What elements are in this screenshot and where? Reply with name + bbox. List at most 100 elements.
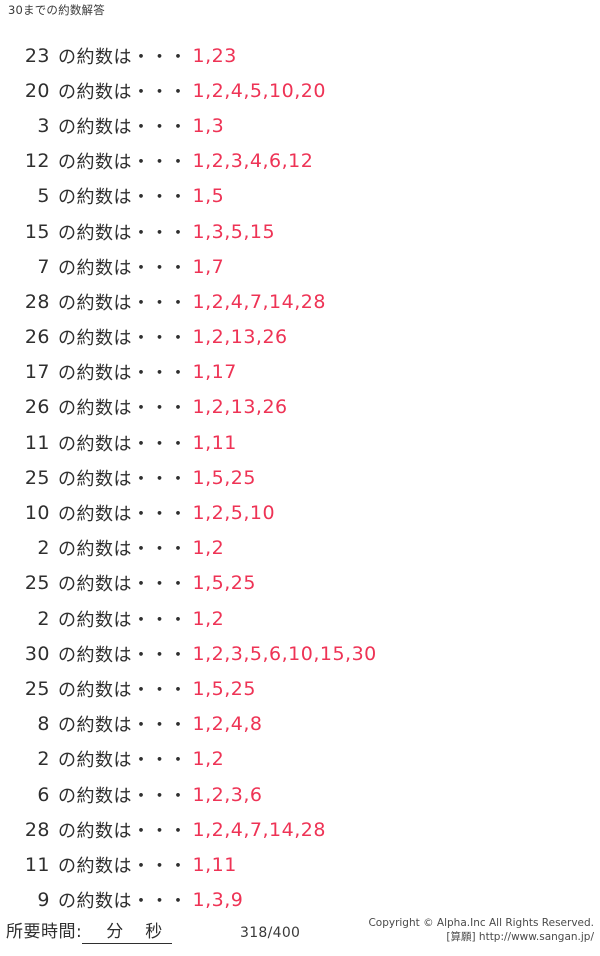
problem-prompt-label: の約数は・・・ <box>58 820 188 842</box>
problem-answer: 1,17 <box>192 361 237 384</box>
problem-row: 2 の約数は・・・ 1,2 <box>0 531 600 566</box>
problem-row: 8 の約数は・・・ 1,2,4,8 <box>0 707 600 742</box>
problem-row: 2 の約数は・・・ 1,2 <box>0 601 600 636</box>
problem-row: 23 の約数は・・・ 1,23 <box>0 38 600 73</box>
problem-number: 23 <box>24 44 50 67</box>
problem-prompt-label: の約数は・・・ <box>58 81 188 103</box>
problem-number: 5 <box>37 185 50 208</box>
problem-answer: 1,2,3,5,6,10,15,30 <box>192 642 377 665</box>
problem-row: 26 の約数は・・・ 1,2,13,26 <box>0 390 600 425</box>
problem-prompt-label: の約数は・・・ <box>58 891 188 913</box>
copyright-notice: Copyright © Alpha.Inc All Rights Reserve… <box>368 916 594 944</box>
problem-answer: 1,11 <box>192 431 237 454</box>
problem-prompt-label: の約数は・・・ <box>58 785 188 807</box>
problem-prompt-label: の約数は・・・ <box>58 644 188 666</box>
copyright-line: Copyright © Alpha.Inc All Rights Reserve… <box>368 917 594 929</box>
problem-answer: 1,5,25 <box>192 466 256 489</box>
problem-row: 15 の約数は・・・ 1,3,5,15 <box>0 214 600 249</box>
problem-prompt-label: の約数は・・・ <box>58 222 188 244</box>
problem-number: 9 <box>37 889 50 912</box>
problem-number: 25 <box>24 572 50 595</box>
problem-row: 11 の約数は・・・ 1,11 <box>0 425 600 460</box>
seconds-unit-label: 秒 <box>145 922 163 942</box>
problem-row: 26 の約数は・・・ 1,2,13,26 <box>0 320 600 355</box>
problem-list: 23 の約数は・・・ 1,23 20 の約数は・・・ 1,2,4,5,10,20 3 の約数は… <box>0 38 600 918</box>
problem-answer: 1,7 <box>192 255 225 278</box>
problem-row: 9 の約数は・・・ 1,3,9 <box>0 883 600 918</box>
problem-number: 26 <box>24 396 50 419</box>
problem-number: 8 <box>37 713 50 736</box>
problem-row: 11 の約数は・・・ 1,11 <box>0 847 600 882</box>
problem-number: 26 <box>24 326 50 349</box>
problem-answer: 1,2 <box>192 748 225 771</box>
problem-number: 2 <box>37 537 50 560</box>
problem-answer: 1,2,13,26 <box>192 326 288 349</box>
problem-prompt-label: の約数は・・・ <box>58 855 188 877</box>
problem-answer: 1,11 <box>192 853 237 876</box>
problem-prompt-label: の約数は・・・ <box>58 116 188 138</box>
problem-number: 25 <box>24 677 50 700</box>
problem-number: 6 <box>37 783 50 806</box>
problem-prompt-label: の約数は・・・ <box>58 328 188 350</box>
page-title: 30までの約数解答 <box>8 3 105 17</box>
problem-answer: 1,2,5,10 <box>192 502 276 525</box>
problem-row: 7 の約数は・・・ 1,7 <box>0 249 600 284</box>
problem-number: 28 <box>24 290 50 313</box>
problem-row: 17 の約数は・・・ 1,17 <box>0 355 600 390</box>
problem-number: 28 <box>24 818 50 841</box>
problem-row: 10 の約数は・・・ 1,2,5,10 <box>0 495 600 530</box>
publisher-url: [算願] http://www.sangan.jp/ <box>446 931 594 943</box>
problem-prompt-label: の約数は・・・ <box>58 539 188 561</box>
problem-row: 25 の約数は・・・ 1,5,25 <box>0 460 600 495</box>
problem-row: 28 の約数は・・・ 1,2,4,7,14,28 <box>0 812 600 847</box>
elapsed-time-blank[interactable]: 分秒 <box>82 917 173 944</box>
problem-answer: 1,2 <box>192 607 225 630</box>
problem-row: 2 の約数は・・・ 1,2 <box>0 742 600 777</box>
problem-row: 6 の約数は・・・ 1,2,3,6 <box>0 777 600 812</box>
problem-prompt-label: の約数は・・・ <box>58 398 188 420</box>
problem-number: 3 <box>37 114 50 137</box>
problem-answer: 1,3 <box>192 114 225 137</box>
problem-row: 25 の約数は・・・ 1,5,25 <box>0 671 600 706</box>
problem-prompt-label: の約数は・・・ <box>58 363 188 385</box>
problem-answer: 1,2,3,4,6,12 <box>192 150 314 173</box>
problem-row: 30 の約数は・・・ 1,2,3,5,6,10,15,30 <box>0 636 600 671</box>
problem-row: 25 の約数は・・・ 1,5,25 <box>0 566 600 601</box>
problem-number: 2 <box>37 607 50 630</box>
problem-row: 12 の約数は・・・ 1,2,3,4,6,12 <box>0 144 600 179</box>
problem-answer: 1,2,4,5,10,20 <box>192 79 326 102</box>
problem-answer: 1,5,25 <box>192 572 256 595</box>
problem-answer: 1,2,13,26 <box>192 396 288 419</box>
problem-number: 10 <box>24 502 50 525</box>
problem-prompt-label: の約数は・・・ <box>58 46 188 68</box>
problem-prompt-label: の約数は・・・ <box>58 257 188 279</box>
problem-number: 20 <box>24 79 50 102</box>
problem-prompt-label: の約数は・・・ <box>58 750 188 772</box>
problem-row: 3 の約数は・・・ 1,3 <box>0 108 600 143</box>
problem-prompt-label: の約数は・・・ <box>58 187 188 209</box>
problem-answer: 1,2,4,7,14,28 <box>192 818 326 841</box>
problem-prompt-label: の約数は・・・ <box>58 152 188 174</box>
problem-answer: 1,2,4,7,14,28 <box>192 290 326 313</box>
problem-row: 5 の約数は・・・ 1,5 <box>0 179 600 214</box>
problem-row: 28 の約数は・・・ 1,2,4,7,14,28 <box>0 284 600 319</box>
problem-answer: 1,3,9 <box>192 889 244 912</box>
problem-prompt-label: の約数は・・・ <box>58 609 188 631</box>
elapsed-time-field: 所要時間: 分秒 <box>6 917 173 944</box>
problem-number: 11 <box>24 431 50 454</box>
elapsed-time-label: 所要時間: <box>6 922 83 942</box>
score-indicator: 318/400 <box>240 925 301 941</box>
problem-prompt-label: の約数は・・・ <box>58 715 188 737</box>
problem-prompt-label: の約数は・・・ <box>58 433 188 455</box>
problem-number: 12 <box>24 150 50 173</box>
problem-prompt-label: の約数は・・・ <box>58 679 188 701</box>
footer: 所要時間: 分秒 318/400 Copyright © Alpha.Inc Al… <box>0 914 600 948</box>
problem-number: 11 <box>24 853 50 876</box>
problem-answer: 1,23 <box>192 44 237 67</box>
problem-number: 7 <box>37 255 50 278</box>
problem-prompt-label: の約数は・・・ <box>58 292 188 314</box>
problem-answer: 1,2,4,8 <box>192 713 263 736</box>
problem-answer: 1,5 <box>192 185 225 208</box>
problem-number: 25 <box>24 466 50 489</box>
problem-prompt-label: の約数は・・・ <box>58 574 188 596</box>
